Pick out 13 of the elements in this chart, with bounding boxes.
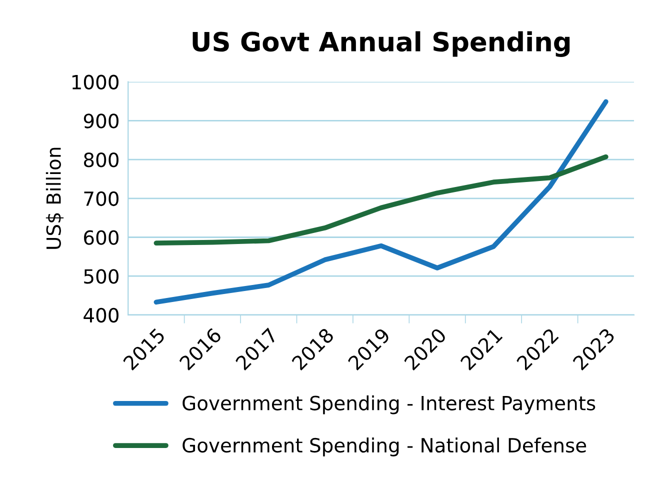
y-tick-label: 1000 — [72, 74, 118, 90]
y-axis-title: US$ Billion — [46, 148, 64, 249]
y-tick-label: 800 — [84, 152, 118, 168]
y-tick-label: 500 — [84, 269, 118, 284]
y-tick-label: 900 — [84, 114, 118, 128]
line-series — [154, 154, 608, 246]
chart-title: US Govt Annual Spending — [192, 31, 570, 57]
y-tick-label: 700 — [84, 191, 118, 206]
legend-label: Government Spending - National Defense — [182, 438, 586, 456]
y-tick-label: 600 — [84, 230, 118, 245]
legend-label: Government Spending - Interest Payments — [182, 395, 596, 414]
y-tick-label: 400 — [84, 308, 118, 323]
line-series — [154, 99, 608, 305]
